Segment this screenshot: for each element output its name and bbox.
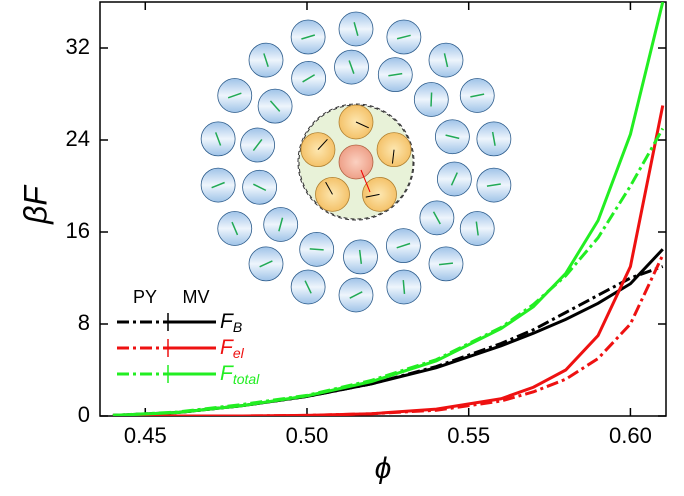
inset-diagram	[200, 11, 512, 313]
arrow	[430, 92, 433, 107]
arrow	[396, 242, 411, 249]
arrow	[317, 138, 328, 150]
arrow	[252, 139, 263, 152]
arrow	[301, 34, 316, 40]
legend-header: MV	[183, 287, 210, 307]
arrow	[358, 249, 363, 264]
arrow	[348, 60, 355, 74]
series-line	[112, 254, 665, 416]
legend-symbol: F	[220, 336, 234, 359]
x-tick-label: 0.50	[286, 423, 329, 448]
arrow	[388, 72, 403, 77]
arrow	[353, 22, 359, 36]
arrow	[211, 181, 225, 189]
x-axis-title: ϕ	[375, 452, 392, 485]
y-tick-label: 8	[78, 310, 90, 335]
arrow	[227, 92, 242, 99]
arrow	[396, 34, 411, 40]
arrow	[304, 280, 312, 294]
x-tick-label: 0.60	[609, 423, 652, 448]
y-axis-title: βF	[17, 184, 53, 225]
x-tick-label: 0.55	[447, 423, 490, 448]
y-tick-label: 0	[78, 402, 90, 427]
arrow	[309, 248, 324, 251]
arrow	[486, 183, 501, 187]
y-tick-label: 16	[66, 218, 90, 243]
arrow	[402, 279, 406, 295]
series-line	[112, 105, 665, 416]
series-line	[112, 2, 665, 416]
plot-frame	[99, 1, 667, 417]
x-tick-label: 0.45	[124, 423, 167, 448]
legend-symbol: F	[220, 310, 234, 333]
arrow	[365, 193, 380, 198]
legend-label: Ftotal	[220, 362, 260, 387]
arrow	[445, 134, 460, 140]
legend-symbol: F	[220, 362, 234, 385]
arrow	[214, 132, 222, 146]
arrow	[432, 211, 441, 225]
arrow	[259, 260, 273, 268]
arrow	[302, 74, 316, 83]
arrow	[491, 131, 496, 146]
arrow	[360, 169, 371, 193]
legend-label: FB	[220, 310, 242, 335]
legend-subscript: total	[233, 371, 260, 387]
center-particle	[338, 144, 374, 180]
y-tick-label: 24	[66, 126, 90, 151]
arrow	[355, 121, 369, 129]
legend-header: PY	[133, 287, 157, 307]
arrow	[443, 53, 449, 68]
arrow	[450, 172, 458, 186]
arrow	[391, 149, 395, 164]
legend-subscript: el	[233, 345, 245, 361]
legend-label: Fel	[220, 336, 245, 361]
arrow	[325, 181, 333, 195]
arrow	[269, 100, 281, 112]
arrow	[349, 291, 363, 299]
arrow	[252, 183, 267, 192]
y-tick-label: 32	[66, 34, 90, 59]
shell-outer	[297, 103, 415, 221]
legend-subscript: B	[233, 319, 242, 335]
arrow	[231, 221, 239, 236]
arrow	[263, 53, 269, 68]
series-line	[112, 248, 664, 416]
arrow	[470, 93, 485, 98]
plot-area	[112, 2, 665, 416]
arrow	[475, 221, 479, 236]
arrow	[278, 217, 284, 232]
arrow	[438, 262, 454, 266]
